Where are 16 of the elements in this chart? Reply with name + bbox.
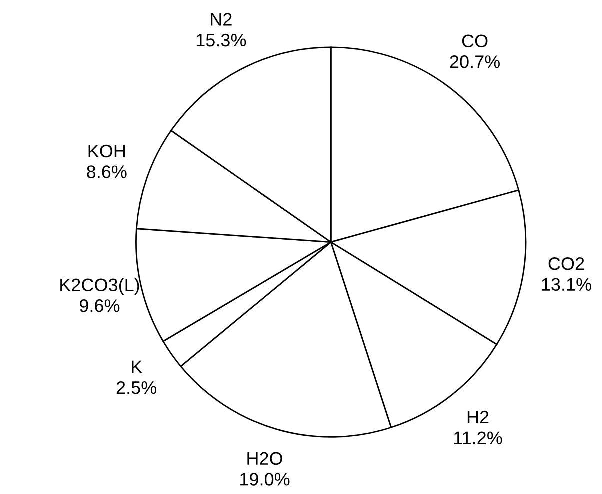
- slice-label: N2: [211, 13, 232, 26]
- data-label: 19.0%: [240, 473, 290, 486]
- slice-label: CO: [462, 34, 488, 48]
- slice-label: H2: [468, 410, 489, 424]
- data-label: 2.5%: [116, 381, 157, 394]
- slice-label: H2O: [248, 452, 282, 466]
- data-label: 8.6%: [87, 166, 127, 178]
- data-label: 20.7%: [450, 56, 500, 68]
- slice-label: KOH: [88, 144, 125, 158]
- slice-label: CO2: [548, 257, 584, 270]
- slice-label: K: [132, 360, 142, 374]
- slice-label: K2CO3(L): [60, 278, 140, 296]
- data-label: 15.3%: [196, 34, 246, 47]
- data-label: 13.1%: [542, 278, 592, 292]
- data-label: 9.6%: [80, 300, 120, 312]
- data-label: 11.2%: [454, 432, 502, 444]
